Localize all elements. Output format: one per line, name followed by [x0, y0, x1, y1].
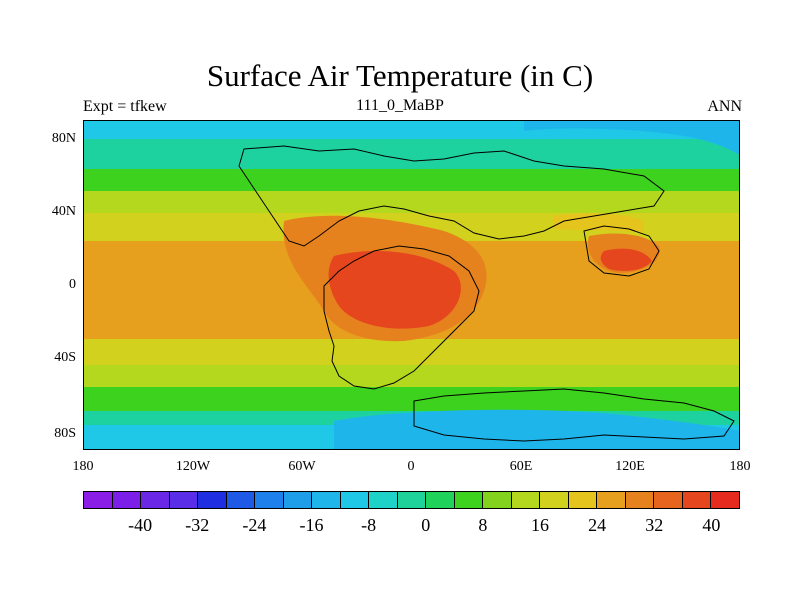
colorbar-swatch	[112, 492, 142, 508]
colorbar-swatch	[711, 492, 739, 508]
lon-tick-180e: 180	[729, 459, 751, 474]
experiment-label: Expt = tfkew	[83, 98, 167, 115]
colorbar-swatch	[397, 492, 427, 508]
colorbar-label: 24	[588, 515, 607, 535]
lat-tick-0: 0	[69, 277, 76, 292]
colorbar-swatch	[540, 492, 569, 508]
colorbar-label: -24	[242, 515, 267, 535]
colorbar-swatch	[511, 492, 541, 508]
band-south-subtropic	[84, 339, 739, 367]
cold-blob-arctic	[524, 121, 739, 155]
colorbar-swatch	[283, 492, 313, 508]
continent-outline-north	[238, 145, 665, 247]
colorbar-swatch	[141, 492, 170, 508]
colorbar-swatch	[340, 492, 370, 508]
continent-outline-east-block	[583, 225, 660, 277]
colorbar-swatch	[568, 492, 598, 508]
colorbar	[83, 491, 740, 509]
lat-tick-40n: 40N	[51, 204, 76, 219]
lon-tick-120w: 120W	[175, 459, 211, 474]
colorbar-label: 0	[421, 515, 431, 535]
colorbar-swatch	[84, 492, 113, 508]
colorbar-label: 8	[478, 515, 488, 535]
lon-tick-120e: 120E	[615, 459, 645, 474]
colorbar-label: 32	[645, 515, 664, 535]
hottest-east	[600, 248, 652, 271]
lon-tick-0: 0	[407, 459, 415, 474]
lat-tick-40s: 40S	[54, 350, 76, 365]
colorbar-label: 40	[702, 515, 721, 535]
colorbar-label: -40	[128, 515, 153, 535]
temperature-field	[84, 121, 739, 449]
colorbar-swatch	[426, 492, 455, 508]
colorbar-swatch	[198, 492, 227, 508]
colorbar-swatch	[597, 492, 626, 508]
colorbar-swatch	[255, 492, 284, 508]
colorbar-label: -16	[299, 515, 324, 535]
colorbar-swatch	[226, 492, 256, 508]
colorbar-label: 16	[531, 515, 550, 535]
band-south-temperate	[84, 365, 739, 389]
time-label: 111_0_MaBP	[356, 97, 444, 114]
colorbar-label: -8	[361, 515, 377, 535]
colorbar-swatch	[654, 492, 683, 508]
map-title: Surface Air Temperature (in C)	[206, 58, 594, 93]
lat-tick-80s: 80S	[54, 426, 76, 441]
lon-tick-60w: 60W	[288, 459, 316, 474]
colorbar-swatch	[625, 492, 655, 508]
lat-tick-80n: 80N	[51, 131, 76, 146]
continent-outline-gondwana	[323, 245, 480, 390]
colorbar-swatch	[454, 492, 484, 508]
cold-blob-antarctic	[334, 409, 739, 449]
continent-outline-south	[413, 388, 735, 442]
colorbar-swatch	[483, 492, 512, 508]
colorbar-swatch	[312, 492, 341, 508]
colorbar-swatch	[169, 492, 199, 508]
colorbar-label: -32	[185, 515, 210, 535]
hottest-core	[328, 251, 461, 329]
band-north-temperate	[84, 191, 739, 216]
colorbar-swatch	[682, 492, 712, 508]
colorbar-swatch	[369, 492, 398, 508]
lon-tick-180w: 180	[72, 459, 94, 474]
season-label: ANN	[707, 98, 742, 115]
temperature-map	[83, 120, 740, 450]
lon-tick-60e: 60E	[509, 459, 533, 474]
